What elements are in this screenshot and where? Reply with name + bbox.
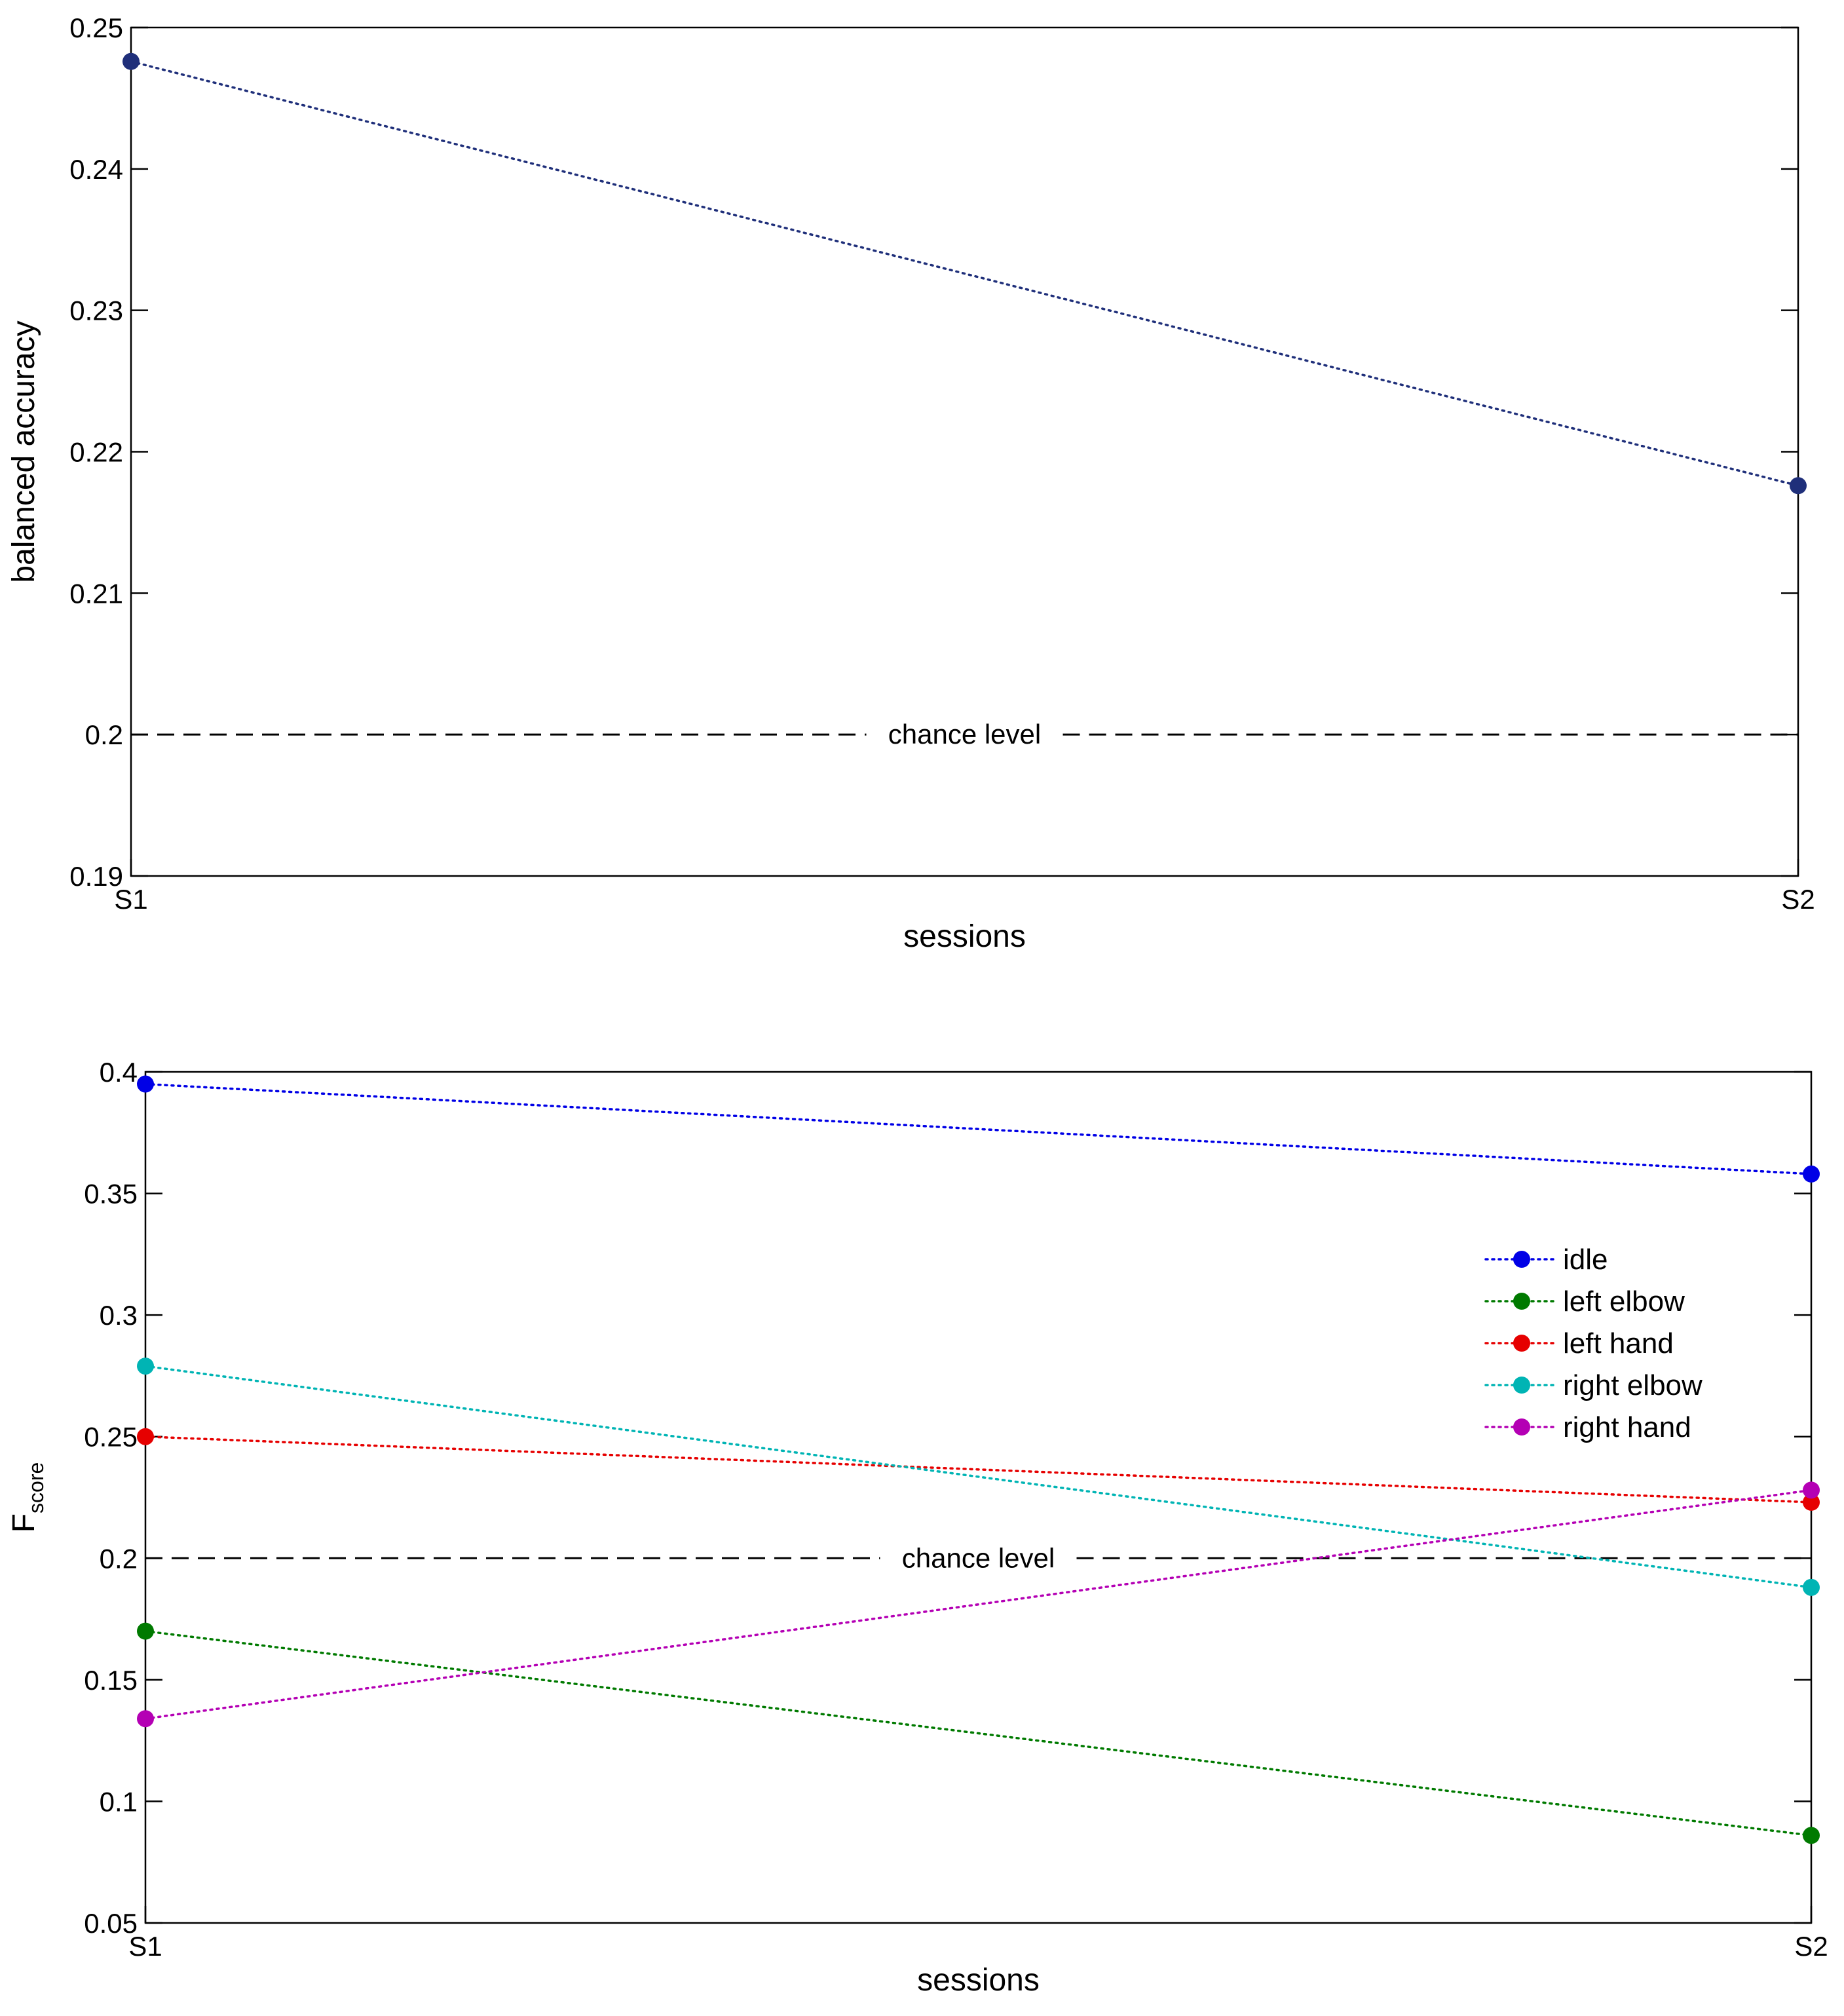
- legend-marker: [1513, 1377, 1530, 1394]
- f-score-panel: 0.05 0.1 0.15 0.2 0.25 0.3 0.35 0.4 S1 S2 sessions…: [7, 1057, 1828, 1998]
- data-point: [1803, 1493, 1820, 1511]
- chance-level-label: chance level: [902, 1542, 1055, 1573]
- data-point: [137, 1710, 154, 1728]
- y-tick-label: 0.23: [69, 295, 123, 326]
- y-tick-label: 0.19: [69, 861, 123, 892]
- y-tick-label: 0.22: [69, 437, 123, 468]
- series-line: [130, 60, 1799, 487]
- y-axis-title: Fscore: [7, 1462, 48, 1533]
- data-point: [122, 52, 140, 70]
- x-tick-label: S1: [128, 1931, 162, 1962]
- y-tick-label: 0.35: [84, 1179, 138, 1209]
- legend-label: right elbow: [1563, 1369, 1703, 1401]
- series-line: [144, 1365, 1813, 1589]
- data-point: [137, 1428, 154, 1445]
- y-tick-label: 0.2: [85, 719, 123, 750]
- x-axis-title: sessions: [917, 1963, 1040, 1998]
- legend-marker: [1513, 1335, 1530, 1352]
- x-axis-title: sessions: [903, 919, 1026, 954]
- series-line: [144, 1629, 1813, 1837]
- x-tick-label: S2: [1781, 884, 1815, 915]
- data-point: [1790, 477, 1807, 495]
- y-tick-label: 0.4: [100, 1057, 138, 1088]
- data-point: [137, 1358, 154, 1375]
- series-line: [144, 1435, 1813, 1504]
- chance-level-label: chance level: [888, 719, 1041, 750]
- legend-marker: [1513, 1251, 1530, 1268]
- y-tick-label: 0.24: [69, 154, 123, 185]
- balanced-accuracy-panel: 0.19 0.2 0.21 0.22 0.23 0.24 0.25 S1 S2 sessions b…: [7, 12, 1815, 954]
- y-tick-label: 0.1: [100, 1786, 138, 1817]
- y-tick-label: 0.15: [84, 1665, 138, 1696]
- x-tick-label: S1: [114, 884, 147, 915]
- y-axis-title: balanced accuracy: [7, 320, 41, 582]
- series-line: [144, 1489, 1813, 1720]
- y-axis-subscript: score: [24, 1462, 48, 1513]
- y-tick-label: 0.25: [69, 12, 123, 43]
- data-point: [1803, 1578, 1820, 1596]
- data-point: [137, 1075, 154, 1093]
- plot-area: [144, 1071, 1813, 1924]
- data-point: [137, 1622, 154, 1640]
- legend-label: idle: [1563, 1244, 1608, 1276]
- y-tick-label: 0.2: [100, 1543, 138, 1574]
- legend-marker: [1513, 1293, 1530, 1310]
- x-tick-label: S2: [1794, 1931, 1828, 1962]
- y-tick-label: 0.25: [84, 1422, 138, 1453]
- data-point: [1803, 1481, 1820, 1499]
- legend-label: left elbow: [1563, 1285, 1685, 1318]
- legend-label: left hand: [1563, 1327, 1674, 1360]
- legend-marker: [1513, 1418, 1530, 1436]
- y-tick-label: 0.3: [100, 1300, 138, 1331]
- data-point: [1803, 1165, 1820, 1183]
- data-point: [1803, 1827, 1820, 1844]
- series-line: [144, 1082, 1813, 1175]
- y-tick-label: 0.05: [84, 1908, 138, 1939]
- y-tick-label: 0.21: [69, 578, 123, 609]
- legend-label: right hand: [1563, 1411, 1691, 1443]
